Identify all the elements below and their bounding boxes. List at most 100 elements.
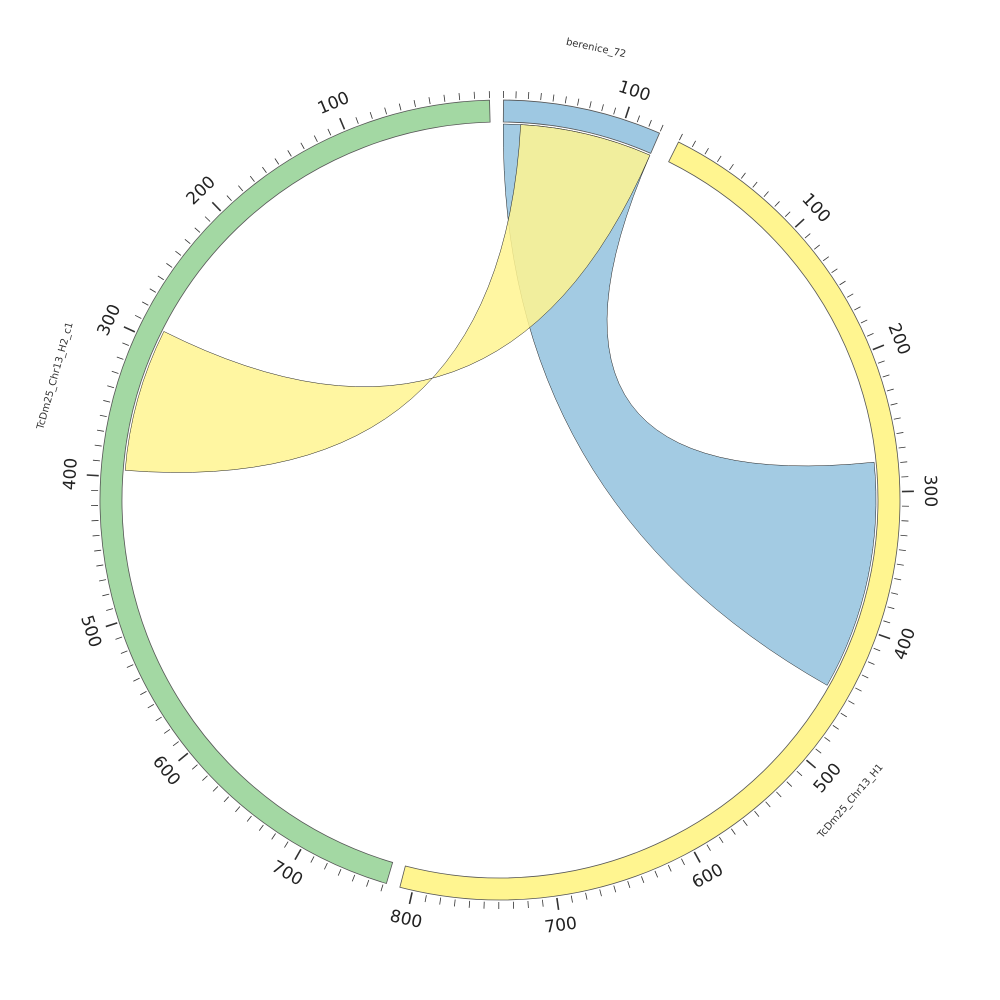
minor-tick [814, 244, 820, 250]
minor-tick [765, 801, 771, 808]
minor-tick [589, 101, 592, 109]
minor-tick [310, 856, 315, 863]
minor-tick [175, 250, 182, 256]
minor-tick [324, 862, 328, 870]
minor-tick [99, 579, 107, 582]
minor-tick [855, 687, 862, 692]
minor-tick [140, 691, 147, 696]
minor-tick [351, 874, 356, 882]
minor-tick [577, 98, 580, 106]
minor-tick [107, 385, 115, 389]
minor-tick [428, 97, 431, 105]
minor-tick [717, 155, 722, 163]
minor-tick [166, 263, 173, 268]
minor-tick [212, 786, 219, 792]
minor-tick [540, 93, 542, 101]
minor-tick [763, 191, 769, 198]
minor-tick [92, 459, 100, 462]
minor-tick [96, 564, 104, 567]
minor-tick [454, 899, 456, 907]
minor-tick [94, 549, 102, 552]
minor-tick [102, 593, 110, 597]
minor-tick [120, 650, 128, 654]
minor-tick [846, 293, 854, 298]
major-tick [408, 892, 413, 905]
minor-tick [369, 112, 373, 119]
major-tick [178, 752, 189, 762]
minor-tick [262, 166, 267, 174]
minor-tick [854, 306, 861, 311]
minor-tick [115, 636, 123, 640]
minor-tick [366, 879, 370, 887]
tick-label: 500 [76, 613, 105, 650]
minor-tick [141, 301, 149, 306]
minor-tick [831, 268, 838, 274]
minor-tick [891, 592, 899, 595]
minor-tick [648, 119, 652, 127]
tick-label: 600 [689, 860, 727, 893]
minor-tick [867, 661, 875, 665]
link-ribbon-TcDm25_Chr13_H2_c1 [124, 124, 651, 473]
minor-tick [398, 103, 402, 111]
segment-name-label: berenice_72 [565, 37, 627, 60]
minor-tick [194, 227, 201, 233]
minor-tick [627, 881, 631, 888]
minor-tick [866, 332, 874, 337]
minor-tick [284, 841, 289, 848]
minor-tick [796, 770, 803, 777]
minor-tick [641, 876, 645, 884]
minor-tick [133, 677, 140, 682]
major-tick [878, 633, 891, 640]
major-tick [693, 851, 701, 863]
chord-ribbons [124, 123, 877, 686]
minor-tick [718, 836, 724, 844]
minor-tick [249, 175, 255, 182]
major-tick [339, 117, 346, 130]
major-tick [624, 106, 631, 119]
minor-tick [274, 158, 280, 165]
minor-tick [111, 370, 119, 374]
minor-tick [742, 819, 748, 826]
minor-tick [116, 356, 124, 360]
minor-tick [313, 135, 318, 143]
minor-tick [839, 280, 846, 286]
minor-tick [815, 748, 822, 754]
minor-tick [552, 94, 555, 102]
minor-tick [287, 150, 292, 157]
minor-tick [191, 764, 198, 770]
minor-tick [202, 775, 208, 781]
link-ribbon-TcDm25_Chr13_H1 [503, 123, 877, 686]
minor-tick [900, 534, 908, 537]
minor-tick [740, 172, 746, 179]
minor-tick [896, 432, 904, 434]
minor-tick [355, 117, 359, 124]
minor-tick [271, 833, 276, 840]
major-tick [86, 474, 99, 477]
minor-tick [599, 889, 602, 897]
minor-tick [877, 360, 885, 364]
tick-label: 600 [148, 752, 184, 790]
minor-tick [246, 815, 252, 822]
minor-tick [860, 319, 868, 324]
minor-tick [570, 895, 573, 903]
tick-label: 100 [315, 88, 353, 119]
minor-tick [898, 446, 906, 449]
minor-tick [681, 858, 685, 866]
minor-tick [380, 884, 384, 892]
minor-tick [96, 429, 104, 432]
minor-tick [704, 147, 709, 155]
tick-label: 300 [94, 301, 126, 339]
chord-ticks [86, 91, 914, 910]
minor-tick [147, 704, 155, 709]
minor-tick [776, 791, 782, 798]
minor-tick [204, 216, 211, 222]
minor-tick [654, 870, 659, 878]
minor-tick [157, 275, 164, 281]
minor-tick [636, 115, 641, 123]
minor-tick [786, 781, 793, 787]
minor-tick [106, 608, 114, 611]
minor-tick [564, 96, 567, 104]
minor-tick [337, 869, 342, 876]
minor-tick [413, 100, 416, 108]
